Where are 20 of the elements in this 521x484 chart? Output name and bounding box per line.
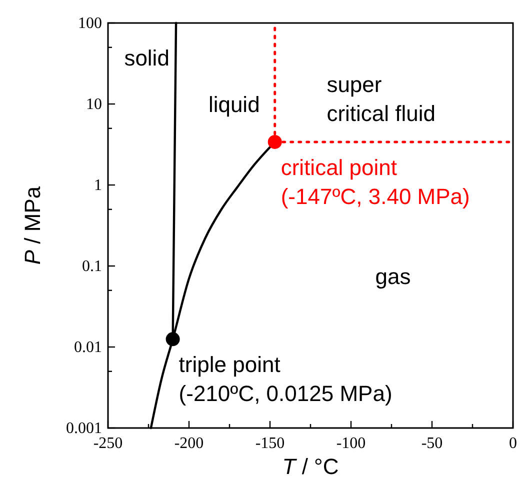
y-axis-title: P / MPa [20,186,45,265]
y-tick-label: 1 [94,177,102,194]
x-tick-label: -150 [255,435,285,452]
y-tick-label: 10 [86,96,102,113]
x-tick-label: -100 [336,435,366,452]
x-tick-label: -50 [421,435,443,452]
x-tick-label: 0 [509,435,517,452]
y-tick-label: 0.001 [66,420,102,437]
y-tick-label: 0.01 [74,339,102,356]
annotation: triple point (-210ºC, 0.0125 MPa) [178,352,392,406]
annotation: solid [124,45,170,70]
annotation: gas [375,264,411,289]
y-tick-label: 0.1 [82,258,102,275]
y-tick-label: 100 [78,15,102,32]
x-axis-title: T / °C [282,454,339,479]
annotation: super critical fluid [326,72,436,126]
annotation: liquid [208,92,260,117]
annotation: critical point (-147ºC, 3.40 MPa) [280,154,470,209]
x-tick-label: -250 [93,435,123,452]
x-tick-label: -200 [174,435,204,452]
